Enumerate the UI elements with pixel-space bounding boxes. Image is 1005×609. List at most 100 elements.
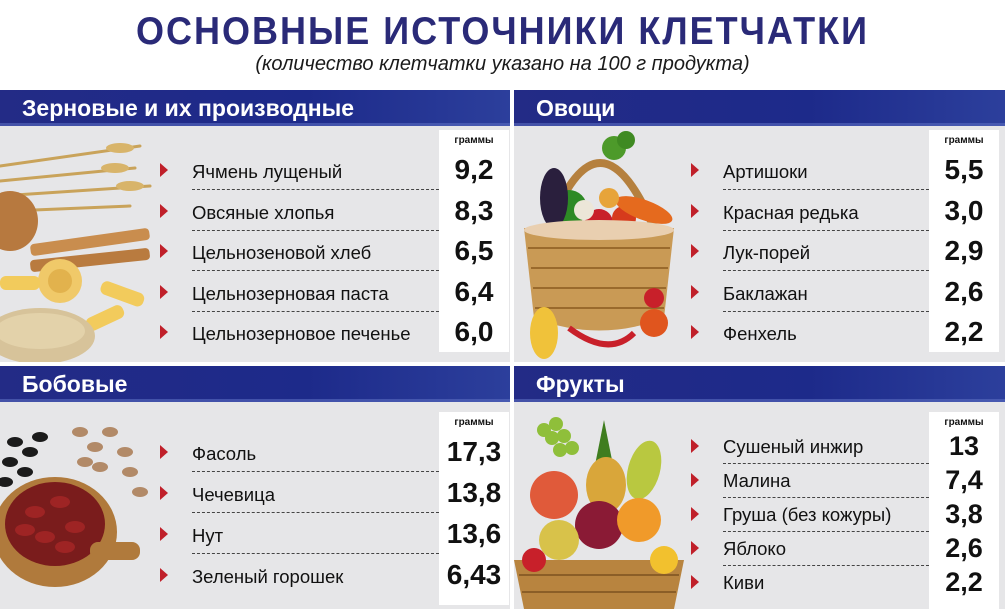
item-value: 2,2 — [945, 567, 983, 597]
item-name: Овсяные хлопья — [192, 202, 335, 223]
list-item: Баклажан 2,6 — [691, 276, 1005, 312]
bullet-icon — [691, 575, 699, 589]
section-fruits: Фрукты граммы Сушеный инжир — [514, 366, 1005, 609]
page-title: ОСНОВНЫЕ ИСТОЧНИКИ КЛЕТЧАТКИ — [136, 8, 869, 53]
bullet-icon — [691, 325, 699, 339]
bullet-icon — [160, 204, 168, 218]
item-name: Чечевица — [192, 484, 275, 505]
dashed-divider — [723, 463, 929, 464]
item-value: 13 — [948, 431, 980, 461]
beans-image — [0, 402, 160, 609]
dashed-divider — [192, 270, 439, 271]
grams-column: граммы — [929, 130, 999, 352]
dashed-divider — [723, 565, 929, 566]
bullet-icon — [691, 439, 699, 453]
section-header: Овощи — [514, 90, 1005, 126]
item-list: Фасоль 17,3 Чечевица 13,8 Нут 13,6 Зелен… — [160, 366, 510, 609]
bullet-icon — [160, 568, 168, 582]
bullet-icon — [160, 325, 168, 339]
item-value: 17,3 — [446, 436, 502, 467]
item-value: 2,6 — [945, 533, 983, 563]
item-name: Нут — [192, 525, 224, 546]
list-item: Яблоко 2,6 — [691, 533, 1005, 566]
item-value: 3,8 — [945, 499, 983, 529]
bullet-icon — [691, 507, 699, 521]
list-item: Лук-порей 2,9 — [691, 235, 1005, 271]
list-item: Нут 13,6 — [160, 518, 510, 554]
list-item: Сушеный инжир 13 — [691, 431, 1005, 464]
dashed-divider — [723, 230, 929, 231]
item-value: 5,5 — [944, 154, 984, 185]
list-item: Цельнозерновое печенье 6,0 — [160, 316, 510, 352]
item-name: Цельнозерновая паста — [192, 283, 389, 304]
list-item: Овсяные хлопья 8,3 — [160, 195, 510, 231]
item-name: Цельнозеновой хлеб — [192, 242, 372, 263]
grams-label: граммы — [944, 135, 984, 146]
list-item: Красная редька 3,0 — [691, 195, 1005, 231]
item-name: Лук-порей — [723, 242, 811, 263]
bullet-icon — [691, 163, 699, 177]
item-value: 13,8 — [446, 477, 502, 508]
item-value: 7,4 — [945, 465, 983, 495]
item-value: 8,3 — [454, 195, 494, 226]
grams-column: граммы — [439, 412, 509, 605]
item-name: Зеленый горошек — [192, 566, 344, 587]
item-list: Артишоки 5,5 Красная редька 3,0 Лук-поре… — [691, 90, 1005, 362]
section-title: Фрукты — [536, 371, 625, 397]
dashed-divider — [192, 553, 439, 554]
item-name: Баклажан — [723, 283, 808, 304]
list-item: Цельнозерновая паста 6,4 — [160, 276, 510, 312]
dashed-divider — [192, 471, 439, 472]
bullet-icon — [160, 445, 168, 459]
list-item: Киви 2,2 — [691, 567, 1005, 600]
item-list: Ячмень лущеный 9,2 Овсяные хлопья 8,3 Це… — [160, 90, 510, 362]
item-list: Сушеный инжир 13 Малина 7,4 Груша (без к… — [691, 366, 1005, 609]
dashed-divider — [723, 270, 929, 271]
list-item: Малина 7,4 — [691, 465, 1005, 498]
section-grains: Зерновые и их производные — [0, 90, 510, 362]
list-item: Ячмень лущеный 9,2 — [160, 154, 510, 190]
dashed-divider — [192, 230, 439, 231]
grams-label: граммы — [454, 417, 494, 428]
list-item: Фасоль 17,3 — [160, 436, 510, 472]
item-name: Цельнозерновое печенье — [192, 323, 411, 344]
item-value: 2,2 — [944, 316, 984, 347]
list-item: Зеленый горошек 6,43 — [160, 559, 510, 595]
vegetable-basket-image — [514, 118, 684, 362]
item-value: 6,5 — [454, 235, 494, 266]
bullet-icon — [160, 527, 168, 541]
grams-label: граммы — [454, 135, 494, 146]
bullet-icon — [691, 473, 699, 487]
section-header: Зерновые и их производные — [0, 90, 510, 126]
item-value: 3,0 — [944, 195, 984, 226]
item-value: 6,43 — [446, 559, 502, 590]
bullet-icon — [691, 244, 699, 258]
bullet-icon — [691, 285, 699, 299]
section-title: Овощи — [536, 95, 616, 121]
dashed-divider — [723, 531, 929, 532]
grams-column: граммы — [439, 130, 509, 352]
dashed-divider — [192, 311, 439, 312]
fruit-basket-image — [514, 410, 684, 609]
bullet-icon — [160, 244, 168, 258]
dashed-divider — [723, 311, 929, 312]
bullet-icon — [691, 204, 699, 218]
item-name: Киви — [723, 572, 765, 593]
item-value: 13,6 — [446, 518, 502, 549]
item-name: Ячмень лущеный — [192, 161, 343, 182]
section-legumes: Бобовые граммы — [0, 366, 510, 609]
item-value: 2,9 — [944, 235, 984, 266]
bullet-icon — [691, 541, 699, 555]
item-value: 6,4 — [454, 276, 494, 307]
item-name: Груша (без кожуры) — [723, 504, 892, 525]
section-title: Зерновые и их производные — [22, 95, 355, 121]
dashed-divider — [192, 189, 439, 190]
item-name: Фасоль — [192, 443, 257, 464]
dashed-divider — [723, 497, 929, 498]
page-subtitle: (количество клетчатки указано на 100 г п… — [255, 53, 750, 75]
section-vegetables: Овощи граммы Ар — [514, 90, 1005, 362]
item-name: Сушеный инжир — [723, 436, 864, 457]
section-header: Бобовые — [0, 366, 510, 402]
grams-column: граммы — [929, 412, 999, 609]
bullet-icon — [160, 163, 168, 177]
